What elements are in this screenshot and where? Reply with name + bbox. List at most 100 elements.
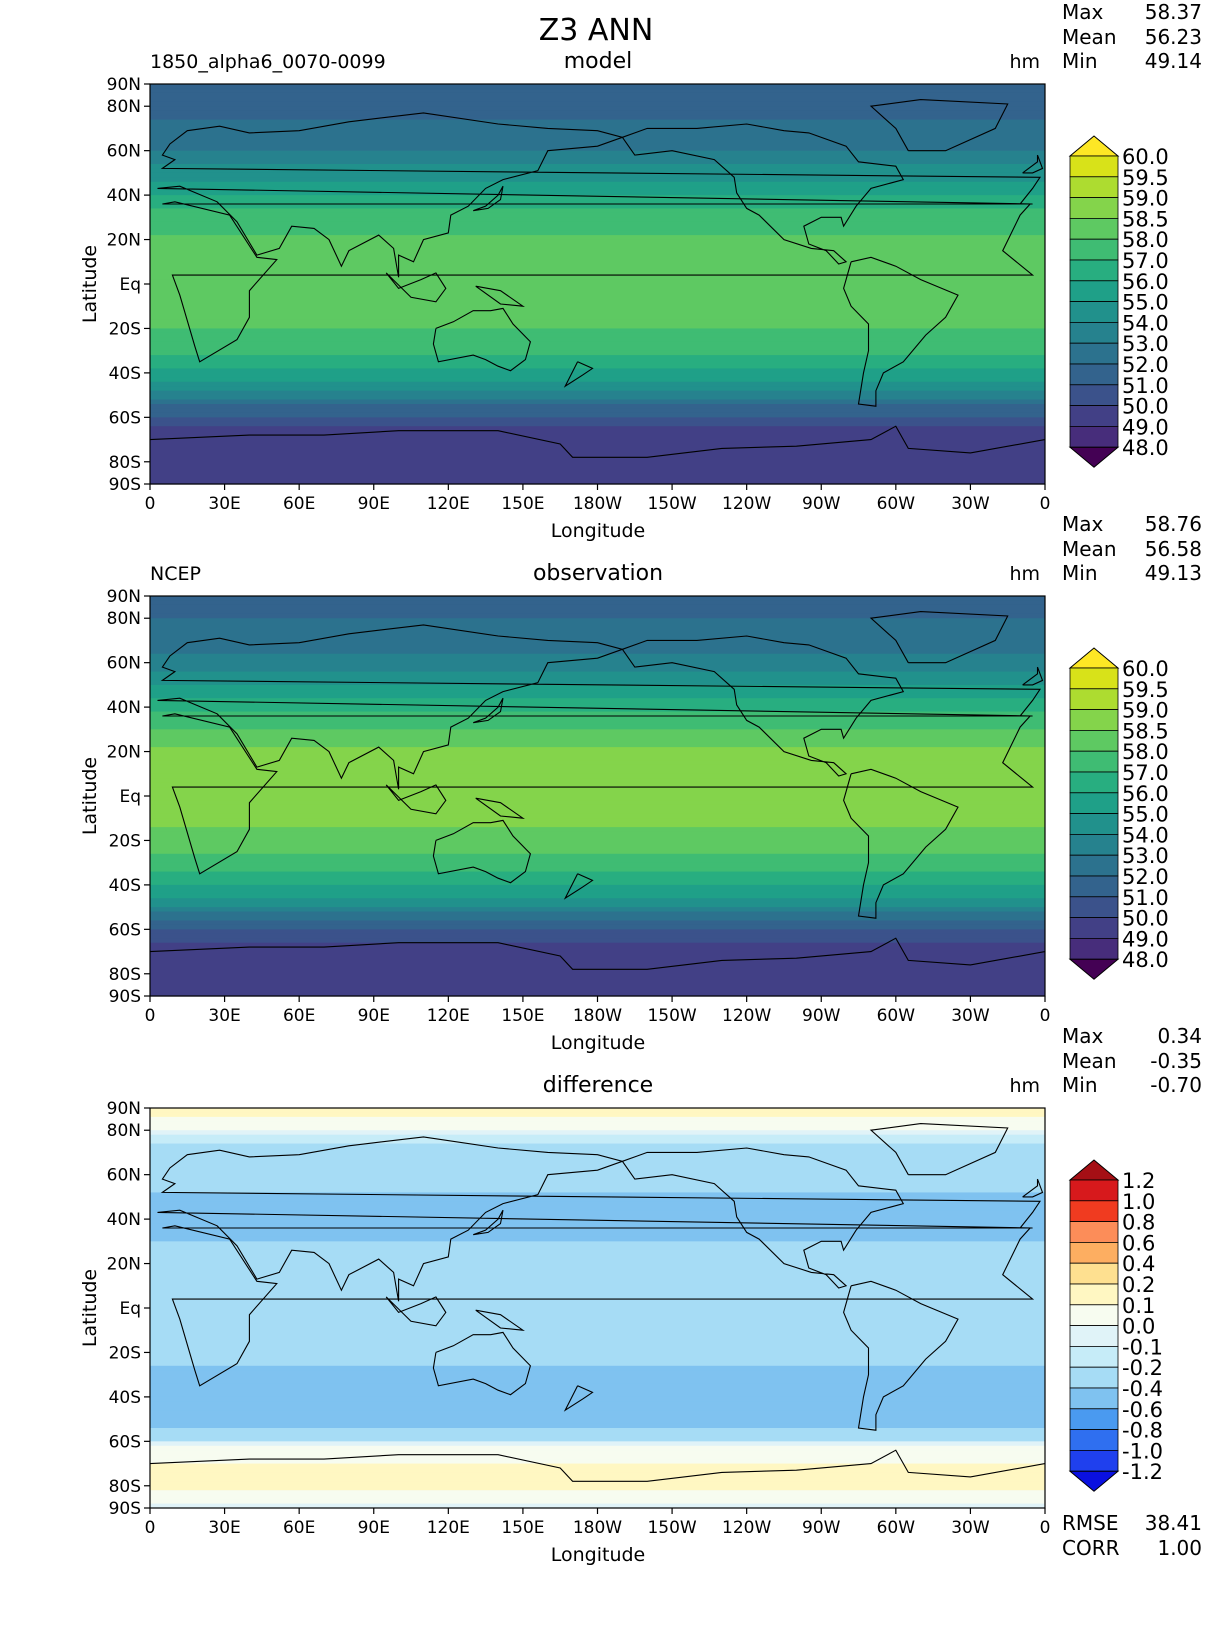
contour-band	[150, 92, 1045, 98]
colorbar: 1.21.00.80.60.40.20.10.0-0.1-0.2-0.4-0.6…	[1068, 1159, 1163, 1492]
colorbar-segment	[1069, 1325, 1119, 1347]
contour-band	[150, 1179, 1045, 1185]
coastline	[162, 1225, 1035, 1387]
contour-band	[150, 195, 1045, 201]
stat-label: Max	[1062, 0, 1104, 24]
contour-band	[150, 1325, 1045, 1331]
x-tick-label: 30E	[208, 494, 240, 514]
panel-left-label: 1850_alpha6_0070-0099	[150, 51, 386, 73]
colorbar-segment	[1069, 384, 1119, 406]
contour-band	[150, 457, 1045, 463]
contour-band	[150, 1419, 1045, 1425]
contour-band	[150, 969, 1045, 975]
contour-band	[150, 381, 1045, 387]
contour-band	[150, 1196, 1045, 1202]
contour-band	[150, 1116, 1045, 1122]
contour-band	[150, 822, 1045, 828]
contour-band	[150, 813, 1045, 819]
colorbar-segment	[1069, 280, 1119, 302]
colorbar-label: 53.0	[1122, 844, 1169, 868]
contour-band	[150, 137, 1045, 143]
y-tick-label: 20S	[109, 1343, 141, 1363]
y-axis-label: Latitude	[79, 1269, 101, 1347]
colorbar-label: -0.2	[1122, 1356, 1163, 1380]
contour-band	[150, 341, 1045, 347]
stat-label: Mean	[1062, 537, 1117, 561]
stat-label: Min	[1062, 49, 1098, 73]
colorbar-segment	[1069, 363, 1119, 386]
contour-band	[150, 435, 1045, 441]
contour-band	[150, 1423, 1045, 1429]
x-tick-label: 180W	[573, 1006, 622, 1026]
colorbar-label: 53.0	[1122, 332, 1169, 356]
contour-band	[150, 1148, 1045, 1154]
contour-band	[150, 1276, 1045, 1282]
contour-band	[150, 444, 1045, 450]
panel-left-label: NCEP	[150, 563, 201, 585]
contour-band	[150, 756, 1045, 762]
y-axis-label: Latitude	[79, 245, 101, 323]
colorbar-segment	[1069, 750, 1119, 773]
colorbar-segment	[1069, 1262, 1119, 1285]
x-tick-label: 180W	[573, 1518, 622, 1538]
stat-label: Max	[1062, 512, 1104, 536]
x-tick-label: 60W	[877, 1006, 916, 1026]
colorbar-label: 1.2	[1122, 1169, 1155, 1193]
contour-band	[150, 164, 1045, 170]
stats-block: Max 58.76 Mean 56.58 Min 49.13	[1062, 512, 1202, 585]
contour-band	[150, 1281, 1045, 1287]
contour-band	[150, 711, 1045, 717]
contour-band	[150, 1334, 1045, 1340]
stat-value: 56.23	[1145, 25, 1202, 49]
y-tick-label: 20S	[109, 831, 141, 851]
contour-band	[150, 791, 1045, 797]
colorbar-label: 59.0	[1122, 699, 1169, 723]
colorbar-label: 55.0	[1122, 291, 1169, 315]
coastline	[1022, 1178, 1044, 1198]
x-tick-label: 0	[1040, 1518, 1051, 1538]
coastlines	[150, 611, 1045, 970]
colorbar-label: 50.0	[1122, 395, 1169, 419]
y-tick-label: 40N	[107, 1210, 141, 1230]
y-tick-label: 90N	[107, 1099, 141, 1119]
x-tick-label: 60E	[283, 1006, 315, 1026]
contour-band	[150, 1316, 1045, 1322]
x-tick-label: 90E	[358, 1006, 390, 1026]
coastline	[432, 1331, 532, 1396]
x-tick-label: 30W	[951, 494, 990, 514]
stat-value: 56.58	[1145, 537, 1202, 561]
colorbar-label: 58.5	[1122, 207, 1169, 231]
coastline	[150, 1449, 1045, 1482]
coastline	[475, 1309, 525, 1331]
contour-band	[150, 1210, 1045, 1216]
contour-band	[150, 319, 1045, 325]
contour-band	[150, 1503, 1045, 1509]
colorbar-triangle-bottom	[1068, 958, 1120, 980]
contour-band	[150, 266, 1045, 272]
contour-band	[150, 827, 1045, 833]
colorbar-triangle-top	[1068, 647, 1120, 669]
contour-band	[150, 1290, 1045, 1296]
contour-band	[150, 217, 1045, 223]
x-tick-label: 150W	[647, 1518, 696, 1538]
contour-band	[150, 1236, 1045, 1242]
contour-band	[150, 230, 1045, 236]
contour-band	[150, 733, 1045, 739]
y-tick-label: 80N	[107, 609, 141, 629]
contour-band	[150, 1494, 1045, 1500]
units-label: hm	[1009, 51, 1040, 73]
contour-band	[150, 707, 1045, 713]
contour-band	[150, 911, 1045, 917]
contour-band	[150, 199, 1045, 205]
contour-band	[150, 1188, 1045, 1194]
contour-band	[150, 301, 1045, 307]
colorbar-label: 59.5	[1122, 678, 1169, 702]
contour-band	[150, 867, 1045, 873]
colorbar-segment	[1069, 938, 1119, 960]
contour-band	[150, 702, 1045, 708]
colorbar-label: -0.1	[1122, 1335, 1163, 1359]
colorbar-label: 55.0	[1122, 803, 1169, 827]
contour-band	[150, 479, 1045, 485]
x-tick-label: 0	[145, 494, 156, 514]
contour-band	[150, 315, 1045, 321]
